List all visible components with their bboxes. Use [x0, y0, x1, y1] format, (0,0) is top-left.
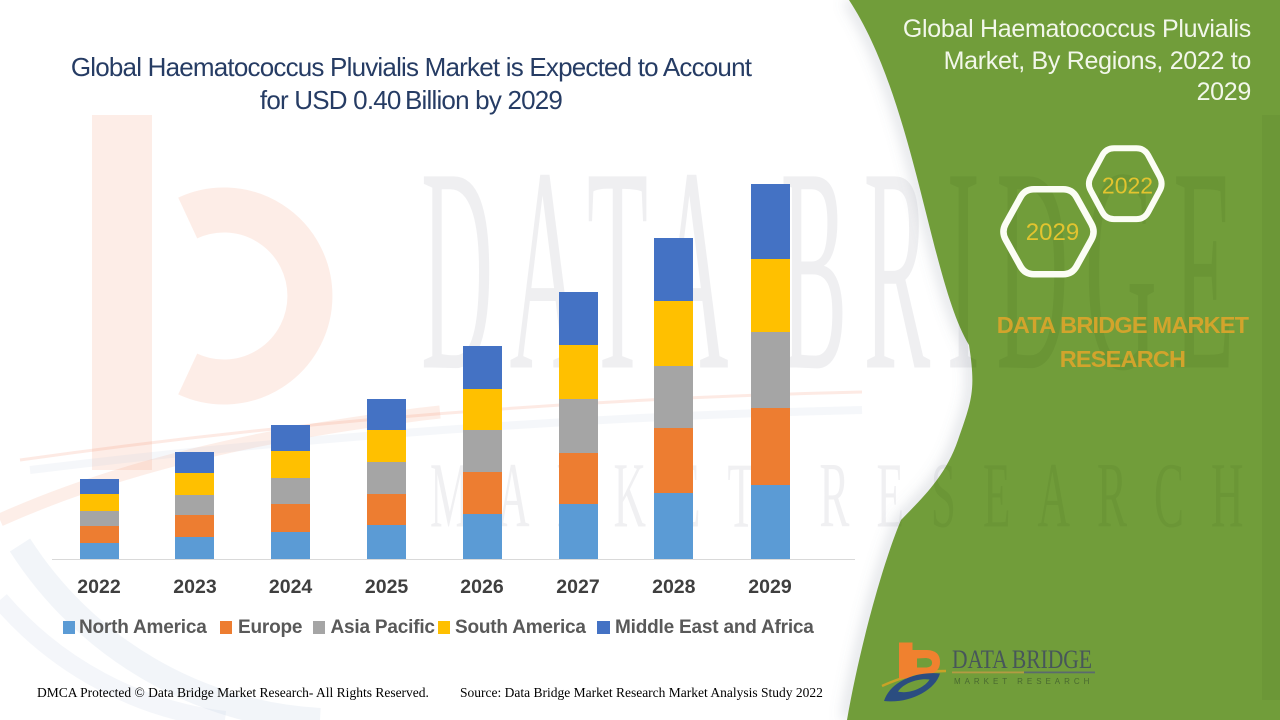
svg-text:2029: 2029	[1026, 219, 1079, 246]
svg-text:DATA BRIDGE: DATA BRIDGE	[952, 645, 1092, 674]
svg-text:MARKET RESEARCH: MARKET RESEARCH	[954, 677, 1093, 686]
svg-text:2022: 2022	[1102, 173, 1153, 199]
